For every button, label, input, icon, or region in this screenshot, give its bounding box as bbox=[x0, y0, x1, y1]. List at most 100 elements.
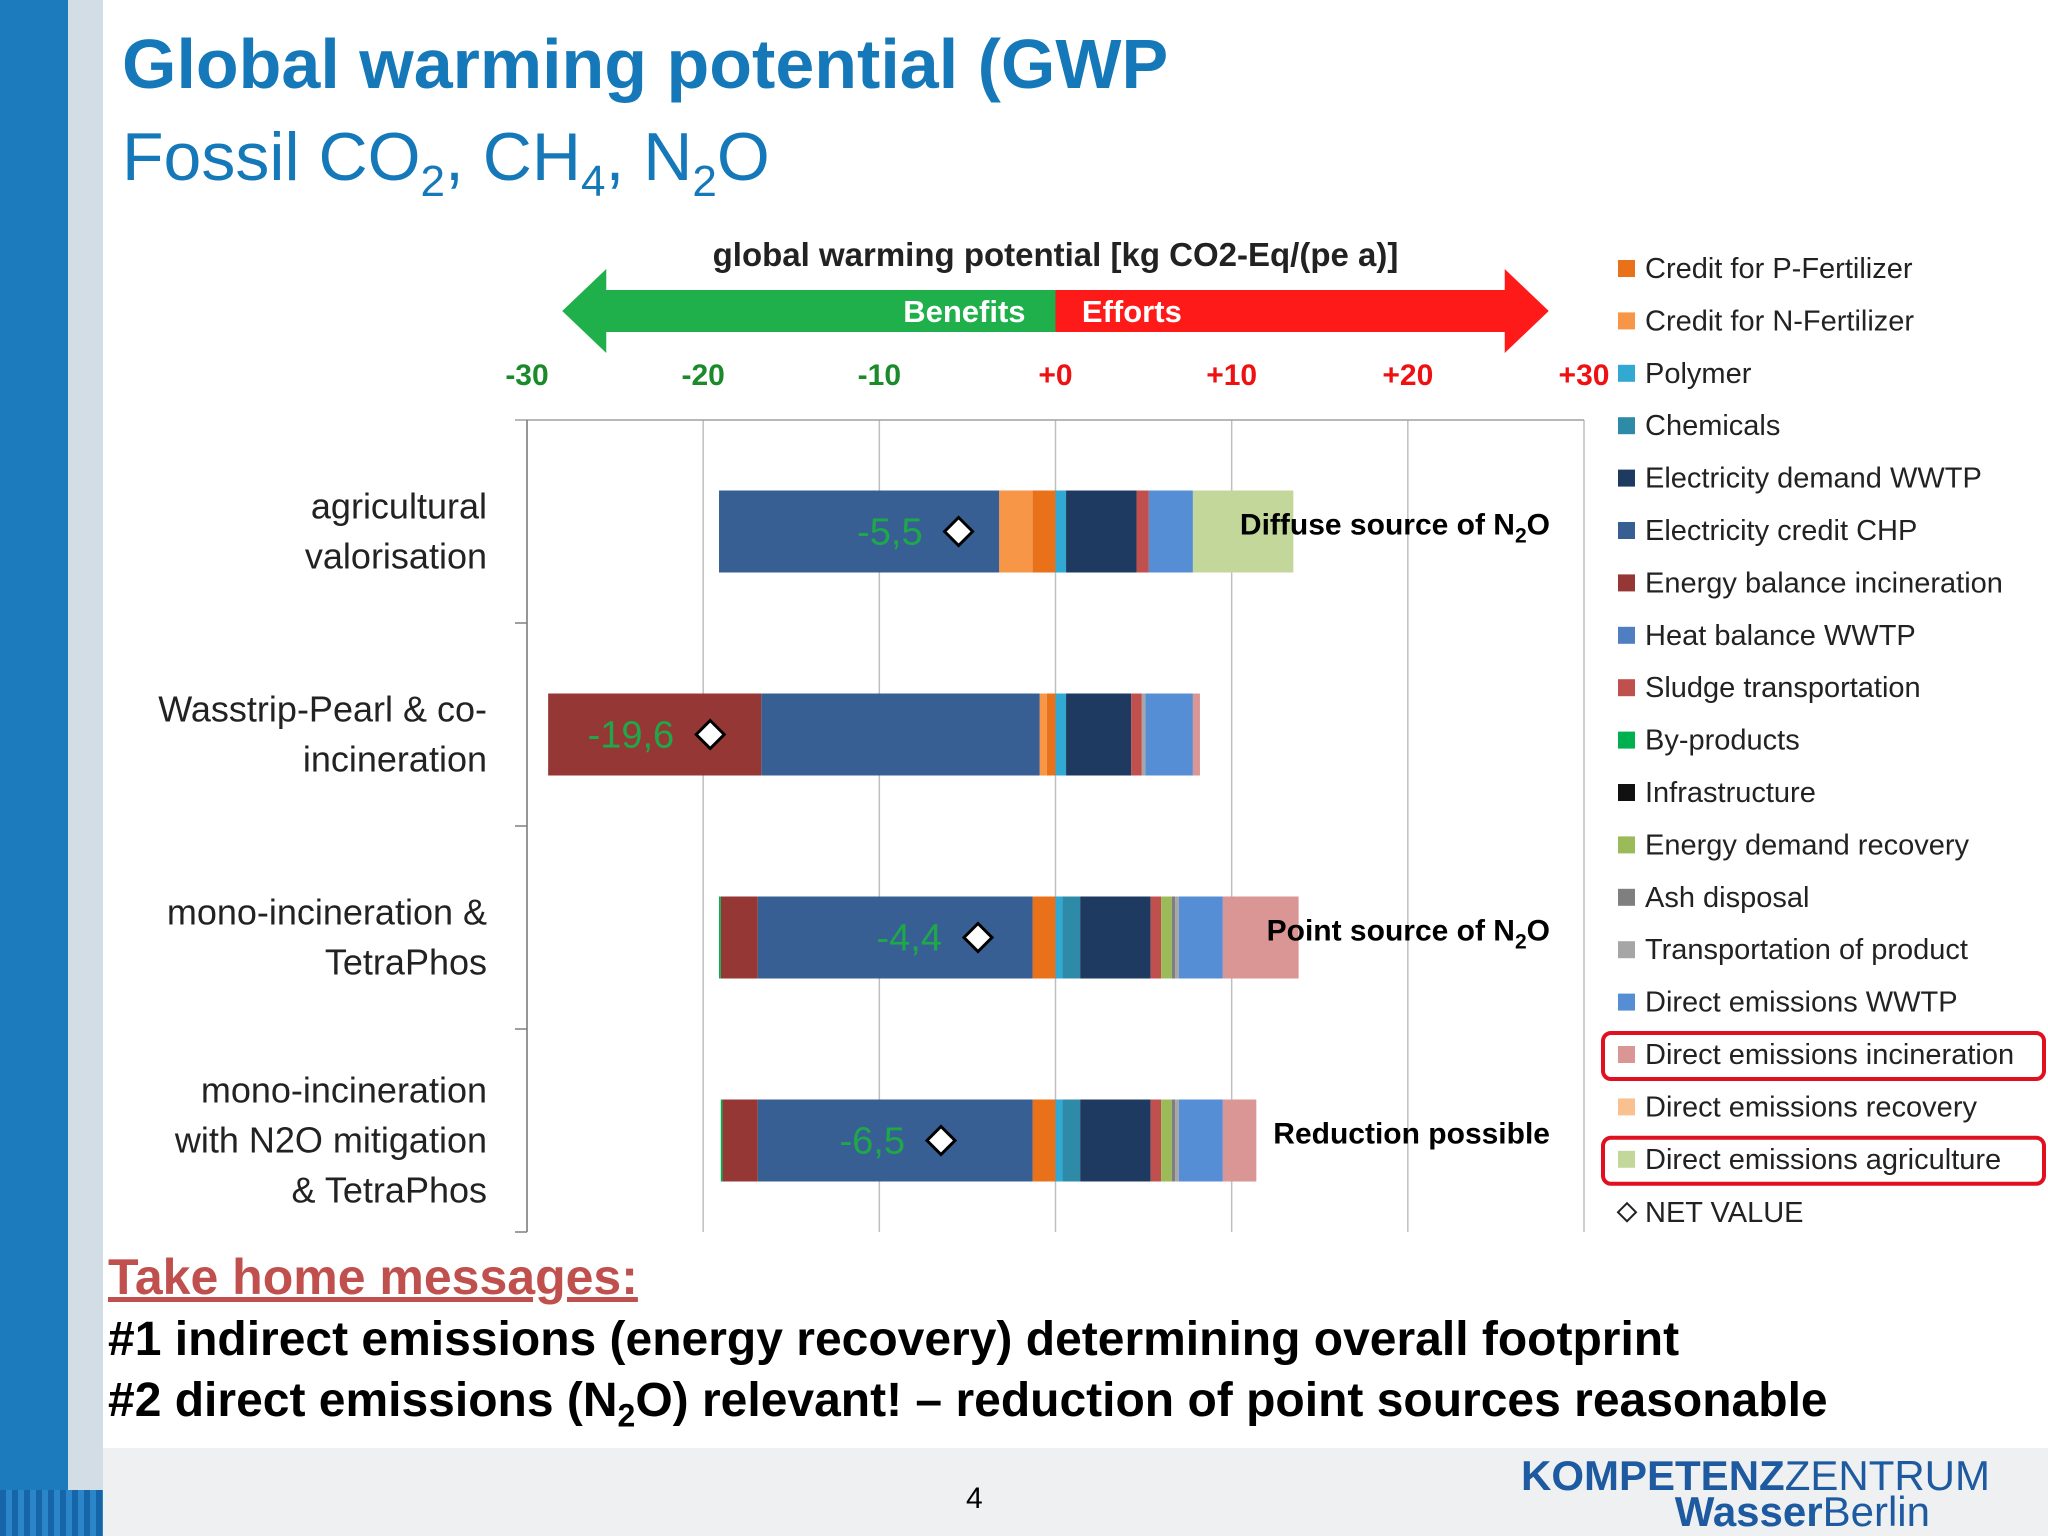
category-label: TetraPhos bbox=[325, 942, 487, 983]
bar-segment bbox=[1148, 490, 1193, 573]
bar-segment bbox=[1222, 1099, 1257, 1182]
efforts-label: Efforts bbox=[1082, 294, 1182, 329]
net-value-marker bbox=[961, 921, 995, 954]
legend-label: Transportation of product bbox=[1645, 934, 1968, 966]
take-home-messages: Take home messages: #1 indirect emission… bbox=[108, 1248, 1828, 1435]
bar-segment bbox=[1055, 1099, 1063, 1182]
bar-segment bbox=[999, 490, 1033, 573]
legend-net-value-label: NET VALUE bbox=[1645, 1197, 1803, 1229]
legend-label: Sludge transportation bbox=[1645, 672, 1921, 704]
legend-label: Direct emissions recovery bbox=[1645, 1091, 1977, 1123]
category-label: Wasstrip-Pearl & co- bbox=[158, 689, 487, 730]
bar-segment bbox=[722, 1099, 758, 1182]
bar-segment bbox=[761, 693, 1040, 776]
legend-swatch bbox=[1618, 626, 1635, 644]
bar-segment bbox=[1192, 490, 1294, 573]
category-label: mono-incineration bbox=[201, 1070, 487, 1111]
legend-net-value-marker bbox=[1616, 1201, 1638, 1223]
x-tick-label: -20 bbox=[681, 359, 724, 392]
legend-swatch bbox=[1618, 469, 1635, 487]
legend-swatch bbox=[1618, 836, 1635, 854]
legend-swatch bbox=[1618, 1150, 1635, 1168]
x-tick-label: -10 bbox=[858, 359, 901, 392]
bar-segment bbox=[1145, 693, 1193, 776]
net-value-label: -6,5 bbox=[840, 1121, 905, 1163]
bar-segment bbox=[1055, 693, 1067, 776]
bar-segment bbox=[1171, 896, 1176, 979]
slide-subtitle: Fossil CO2, CH4, N2O bbox=[122, 119, 770, 206]
legend-swatch bbox=[1618, 574, 1635, 592]
legend-label: By-products bbox=[1645, 725, 1800, 757]
bar-segment bbox=[1175, 896, 1179, 979]
bar-segment bbox=[1175, 1099, 1179, 1182]
chart-annotation: Point source of N2O bbox=[1267, 915, 1550, 954]
legend-label: Credit for P-Fertilizer bbox=[1645, 253, 1913, 285]
bar-segment bbox=[1136, 490, 1149, 573]
efforts-arrow bbox=[1055, 269, 1549, 353]
chart-annotation: Reduction possible bbox=[1273, 1118, 1550, 1151]
bar-segment bbox=[1055, 490, 1067, 573]
bar-segment bbox=[1171, 1099, 1176, 1182]
net-value-label: -5,5 bbox=[857, 512, 922, 554]
sidebar-accent-bar bbox=[0, 0, 68, 1536]
legend-highlight-box bbox=[1601, 1031, 2046, 1081]
legend-label: Chemicals bbox=[1645, 410, 1780, 442]
net-value-marker bbox=[694, 718, 727, 751]
legend-swatch bbox=[1618, 784, 1635, 801]
legend-label: Direct emissions agriculture bbox=[1645, 1144, 2001, 1176]
legend-swatch bbox=[1618, 731, 1635, 749]
bar-segment bbox=[1141, 693, 1146, 776]
bar-segment bbox=[1062, 896, 1081, 979]
bar-segment bbox=[1178, 1099, 1223, 1182]
legend-swatch bbox=[1618, 993, 1635, 1011]
logo-line-2: WasserBerlin bbox=[1674, 1488, 1930, 1535]
bar-segment bbox=[1150, 1099, 1162, 1182]
category-label: mono-incineration & bbox=[167, 892, 487, 933]
bar-segment bbox=[1161, 1099, 1172, 1182]
legend-label: Electricity credit CHP bbox=[1645, 515, 1917, 547]
category-label: valorisation bbox=[305, 536, 487, 577]
bar-segment bbox=[1046, 693, 1056, 776]
bar-segment bbox=[1032, 896, 1056, 979]
bar-segment bbox=[1039, 693, 1047, 776]
benefits-arrow bbox=[562, 269, 1056, 353]
x-tick-label: +10 bbox=[1206, 359, 1257, 392]
legend-swatch bbox=[1618, 260, 1635, 277]
bar-segment bbox=[1080, 896, 1151, 979]
logo: KOMPETENZZENTRUM WasserBerlin bbox=[1521, 1452, 2020, 1535]
bar-segment bbox=[1161, 896, 1172, 979]
bar-segment bbox=[1150, 896, 1162, 979]
x-tick-label: +20 bbox=[1382, 359, 1433, 392]
messages-heading: Take home messages: bbox=[108, 1249, 638, 1305]
bar-segment bbox=[1066, 693, 1132, 776]
legend-swatch bbox=[1618, 1098, 1635, 1116]
gwp-stacked-bar-chart: global warming potential [kg CO2-Eq/(pe … bbox=[158, 236, 2046, 1233]
category-label: & TetraPhos bbox=[292, 1170, 487, 1211]
bar-segment bbox=[720, 896, 758, 979]
category-label: agricultural bbox=[311, 486, 487, 527]
legend-swatch bbox=[1618, 364, 1635, 382]
bar-segment bbox=[1055, 896, 1063, 979]
legend-swatch bbox=[1618, 417, 1635, 435]
legend-swatch bbox=[1618, 941, 1635, 959]
legend-label: Polymer bbox=[1645, 358, 1752, 390]
category-label: incineration bbox=[303, 739, 487, 780]
legend-swatch bbox=[1618, 522, 1635, 539]
legend-label: Direct emissions WWTP bbox=[1645, 987, 1958, 1019]
legend-label: Ash disposal bbox=[1645, 882, 1809, 914]
legend-label: Credit for N-Fertilizer bbox=[1645, 305, 1914, 337]
legend-label: Infrastructure bbox=[1645, 777, 1816, 809]
message-2: #2 direct emissions (N2O) relevant! – re… bbox=[108, 1374, 1828, 1434]
bar-segment bbox=[719, 896, 721, 979]
bar-segment bbox=[757, 1099, 1033, 1182]
bar-segment bbox=[1192, 693, 1200, 776]
x-tick-label: +30 bbox=[1559, 359, 1610, 392]
sidebar-bottom-pattern bbox=[0, 1490, 103, 1536]
x-tick-label: +0 bbox=[1038, 359, 1072, 392]
sidebar-light-bar bbox=[68, 0, 103, 1536]
legend-swatch bbox=[1618, 1046, 1635, 1063]
message-1: #1 indirect emissions (energy recovery) … bbox=[108, 1313, 1680, 1366]
net-value-marker bbox=[924, 1124, 958, 1157]
legend-label: Energy balance incineration bbox=[1645, 567, 2003, 599]
legend-swatch bbox=[1618, 679, 1635, 697]
